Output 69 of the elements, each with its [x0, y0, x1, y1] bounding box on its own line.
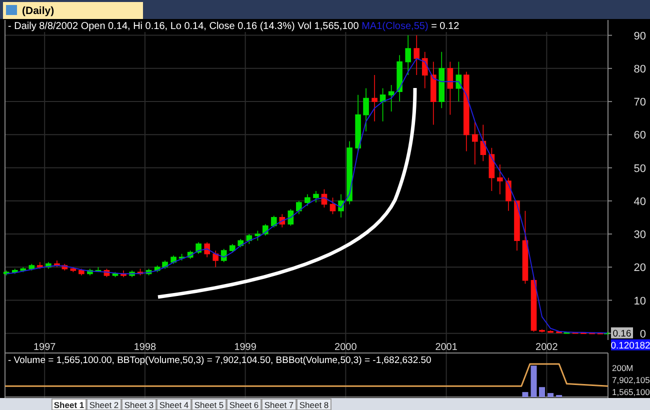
candlestick [220, 248, 227, 263]
candlestick [463, 71, 470, 152]
line-series [6, 58, 608, 334]
y-tick-label: 10 [634, 295, 646, 308]
annotation: 0.120182 [610, 340, 650, 352]
annotation: 0.16 [612, 328, 632, 340]
bar [522, 392, 528, 397]
bar [548, 393, 554, 397]
chart-title: - Daily 8/8/2002 Open 0.14, Hi 0.16, Lo 0.14, Close 0.16 (14.3%) Vol 1,565,100 [8, 21, 362, 32]
text: Sheet 3 [124, 400, 154, 410]
y-tick-label: 60 [634, 130, 646, 142]
candlestick [346, 140, 352, 205]
x-tick-label: 1998 [134, 342, 157, 353]
y-tick-label: 30 [634, 229, 646, 242]
candlestick [304, 194, 310, 206]
x-tick-label: 2002 [536, 342, 558, 353]
chart-title: - Volume = 1,565,100.00, BBTop(Volume,50,3) = 7,902,104.50, BBBot(Volume,50,3) = -1,682,632.50 [8, 355, 432, 366]
annotation: = 0.12 [431, 21, 460, 32]
text: 1,565,100 [612, 387, 650, 397]
text: Sheet 7 [264, 400, 294, 410]
text: 200M [612, 363, 634, 373]
y-tick-label: 0 [640, 328, 646, 340]
candlestick [405, 34, 411, 76]
candlestick [70, 266, 76, 273]
candlestick [506, 177, 512, 212]
bar [530, 366, 537, 397]
y-tick-label: 40 [634, 196, 646, 208]
candlestick [212, 250, 219, 268]
candlestick [472, 121, 478, 165]
text: Sheet 4 [159, 400, 189, 410]
x-tick-label: 2001 [435, 342, 458, 353]
candlestick [497, 164, 503, 195]
candlestick [430, 61, 436, 126]
candlestick [296, 200, 302, 215]
x-tick-label: 1997 [33, 342, 56, 353]
x-tick-label: 1999 [234, 342, 257, 353]
candlestick [372, 74, 378, 122]
text: Sheet 5 [194, 400, 224, 410]
candlestick [229, 244, 236, 253]
candlestick [422, 51, 428, 89]
text: Sheet 1 [54, 400, 84, 410]
candlestick [388, 84, 394, 112]
candlestick [254, 230, 261, 242]
y-tick-label: 20 [634, 262, 646, 274]
text: Sheet 2 [89, 400, 119, 410]
candlestick [20, 266, 26, 273]
candlestick [396, 54, 402, 102]
candlestick [414, 34, 420, 76]
candlestick [438, 51, 445, 109]
candlestick [539, 329, 545, 333]
y-tick-label: 50 [634, 162, 646, 175]
text: Sheet 6 [229, 400, 259, 410]
y-tick-label: 90 [634, 30, 646, 42]
y-tick-label: 80 [634, 63, 646, 76]
candlestick [548, 330, 554, 333]
candlestick [313, 190, 319, 203]
x-tick-label: 2000 [334, 342, 358, 353]
text: 7,902,105 [612, 375, 650, 385]
text: MA1(Close,55) [362, 21, 432, 32]
candlestick [355, 94, 361, 152]
text: (Daily) [22, 5, 54, 17]
candlestick [380, 88, 386, 122]
candlestick [363, 88, 369, 132]
text: Sheet 8 [299, 400, 329, 410]
candlestick [514, 200, 520, 251]
y-tick-label: 70 [634, 96, 646, 109]
candlestick [204, 242, 210, 258]
candlestick [271, 215, 277, 228]
bar [539, 387, 546, 397]
